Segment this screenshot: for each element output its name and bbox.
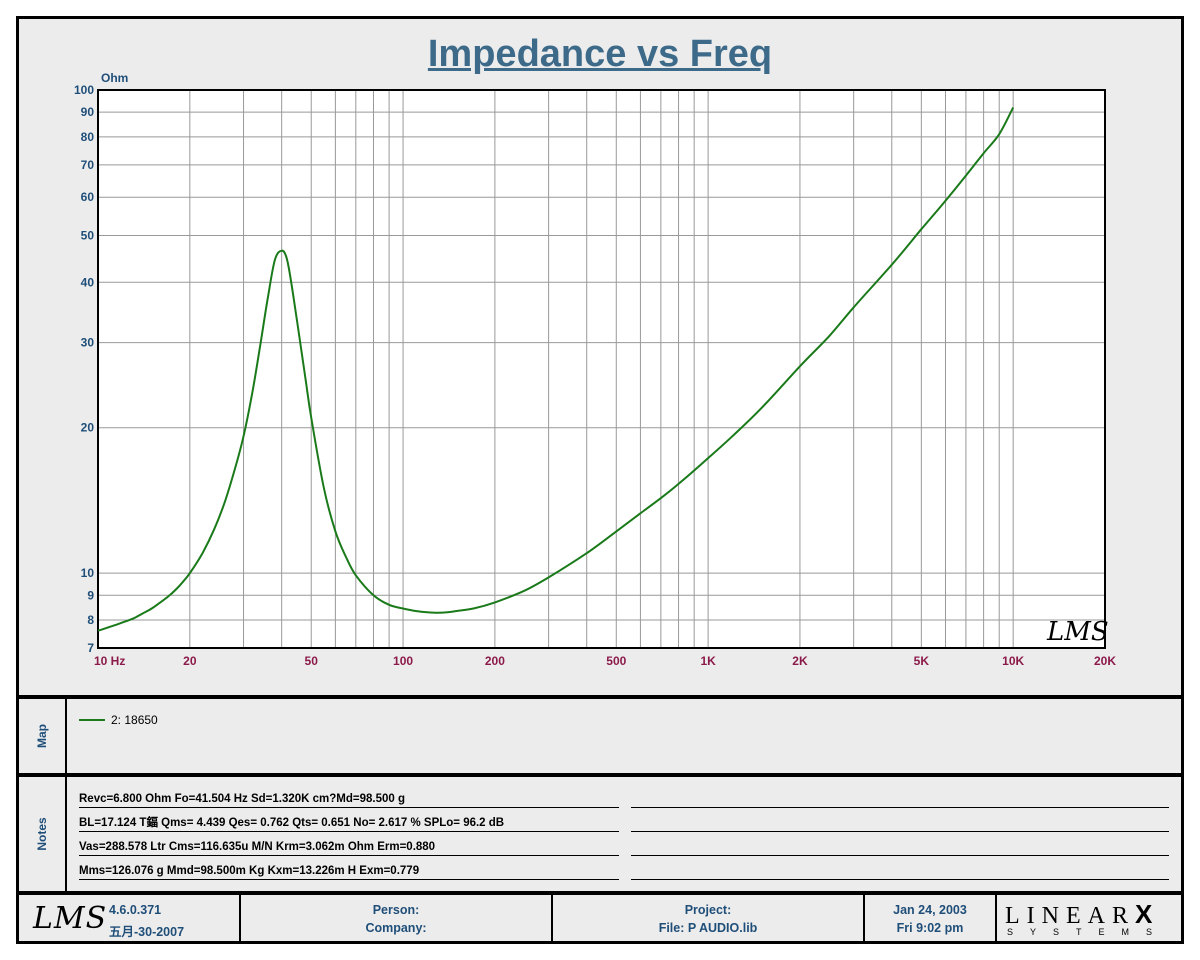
brand-x: X (1134, 899, 1153, 929)
x-tick-label: 1K (700, 654, 716, 668)
y-tick-label: 100 (74, 83, 94, 97)
map-label: Map (35, 724, 49, 748)
notes-panel: Notes Revc=6.800 Ohm Fo=41.504 Hz Sd=1.3… (19, 777, 1181, 891)
y-tick-label: 60 (81, 190, 95, 204)
notes-label-box: Notes (19, 777, 67, 891)
legend-entry: 2: 18650 (111, 713, 158, 727)
chart-area: Impedance vs Freq Ohm 7 8 9 10 20 30 40 50 60 70 80… (19, 19, 1181, 695)
plot-border (97, 89, 1106, 649)
report-frame: Impedance vs Freq Ohm 7 8 9 10 20 30 40 50 60 70 80… (16, 16, 1184, 944)
project-label: Project: (684, 903, 732, 917)
x-tick-label: 500 (606, 654, 626, 668)
note-line: Vas=288.578 Ltr Cms=116.635u M/N Krm=3.0… (79, 839, 619, 856)
map-label-box: Map (19, 699, 67, 773)
tick-layer: Ohm 7 8 9 10 20 30 40 50 60 70 80 90 100 10 Hz 20 50 100 2… (74, 71, 1116, 668)
brand-logo: LINEARX SYSTEMS (997, 895, 1181, 941)
plot-background (98, 90, 1105, 648)
note-line: Revc=6.800 Ohm Fo=41.504 Hz Sd=1.320K cm… (79, 791, 619, 808)
footer: LMS 4.6.0.371 五月-30-2007 Person: Company… (19, 895, 1181, 941)
x-tick-label: 50 (305, 654, 319, 668)
grid-layer (97, 89, 1106, 649)
y-tick-label: 8 (87, 613, 94, 627)
separator (19, 773, 1181, 777)
map-panel: Map 2: 18650 (19, 699, 1181, 773)
x-tick-label: 20 (183, 654, 197, 668)
separator (19, 695, 1181, 699)
x-tick-label: 200 (485, 654, 505, 668)
note-blank-line (631, 839, 1169, 856)
y-tick-label: 90 (81, 105, 95, 119)
x-tick-label: 2K (792, 654, 808, 668)
note-blank-line (631, 863, 1169, 880)
version-text: 4.6.0.371 (109, 903, 162, 917)
footer-project-cell: Project: File: P AUDIO.lib (553, 895, 865, 941)
y-tick-label: 20 (81, 421, 95, 435)
legend-swatch (79, 719, 105, 721)
footer-version-cell: LMS 4.6.0.371 五月-30-2007 (19, 895, 241, 941)
chart-title: Impedance vs Freq (427, 33, 773, 75)
note-blank-line (631, 815, 1169, 832)
x-tick-label: 20K (1094, 654, 1116, 668)
date-text: Jan 24, 2003 (893, 903, 967, 917)
brand-subtitle: SYSTEMS (1007, 927, 1170, 937)
curve-layer (97, 107, 1015, 632)
y-tick-label: 9 (87, 588, 94, 602)
time-text: Fri 9:02 pm (896, 921, 964, 935)
note-blank-line (631, 791, 1169, 808)
x-tick-label: 10 Hz (94, 654, 125, 668)
build-date-text: 五月-30-2007 (109, 925, 185, 939)
series-line (97, 107, 1015, 632)
brand-name: LINEAR (1005, 903, 1135, 929)
y-tick-label: 30 (81, 336, 95, 350)
y-tick-label: 50 (81, 228, 95, 242)
note-line: Mms=126.076 g Mmd=98.500m Kg Kxm=13.226m… (79, 863, 619, 880)
note-line: BL=17.124 T鍢 Qms= 4.439 Qes= 0.762 Qts= … (79, 815, 619, 832)
y-tick-label: 10 (81, 566, 95, 580)
x-tick-label: 10K (1002, 654, 1024, 668)
file-label: File: P AUDIO.lib (658, 921, 758, 935)
impedance-chart: Ohm 7 8 9 10 20 30 40 50 60 70 80 90 100 10 Hz 20 50 100 2… (74, 71, 1116, 668)
separator (19, 891, 1181, 895)
company-label: Company: (365, 921, 427, 935)
person-label: Person: (372, 903, 420, 917)
footer-date-cell: Jan 24, 2003 Fri 9:02 pm (865, 895, 997, 941)
y-tick-label: 40 (81, 275, 95, 289)
footer-person-cell: Person: Company: (241, 895, 553, 941)
y-tick-label: 80 (81, 130, 95, 144)
x-tick-label: 5K (914, 654, 930, 668)
notes-label: Notes (35, 817, 49, 851)
y-tick-label: 70 (81, 158, 95, 172)
y-tick-label: 7 (87, 641, 94, 655)
lms-logo: LMS (33, 901, 108, 936)
lms-watermark: LMS (1046, 617, 1109, 647)
y-axis-label: Ohm (101, 71, 128, 85)
x-tick-label: 100 (393, 654, 413, 668)
